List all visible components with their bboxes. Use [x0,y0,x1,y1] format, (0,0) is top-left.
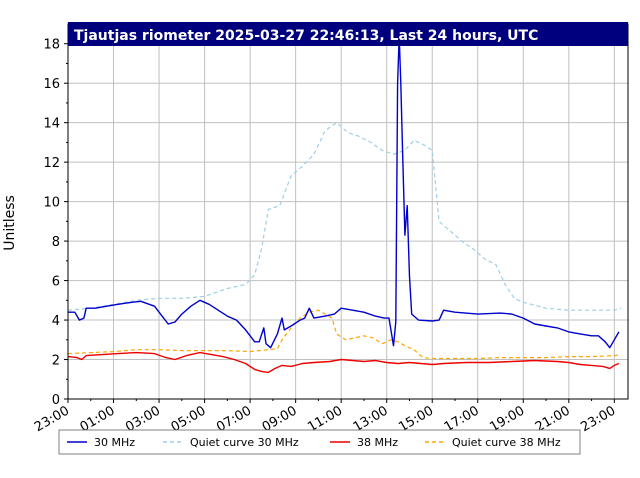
y-tick-label: 14 [43,117,60,132]
legend-label: Quiet curve 30 MHz [190,436,299,449]
legend-label: 38 MHz [357,436,398,449]
legend-label: 30 MHz [94,436,135,449]
x-tick-label: 23:00 [578,403,618,435]
chart-title: Tjautjas riometer 2025-03-27 22:46:13, L… [74,28,538,44]
y-tick-label: 2 [52,354,60,369]
y-tick-label: 12 [43,156,60,171]
legend-box [58,429,581,455]
series-line-38-mhz [68,351,620,374]
y-tick-label: 18 [43,38,60,53]
series-layer [68,35,622,374]
legend: 30 MHz Quiet curve 30 MHz 38 MHz Quiet curv… [58,429,581,455]
y-tick-label: 16 [43,77,60,92]
plot-area [67,23,629,400]
y-tick-label: 4 [52,314,60,329]
title-bar: Tjautjas riometer 2025-03-27 22:46:13, L… [68,22,628,46]
series-line-30-mhz [68,35,620,349]
plot-background [68,24,628,399]
y-axis-label: Unitless [2,195,18,251]
y-tick-label: 0 [52,393,60,408]
title-background [68,22,628,46]
y-axis: 0 2 4 6 8 10 12 14 16 18 [43,38,68,408]
y-tick-label: 6 [52,275,60,290]
legend-label: Quiet curve 38 MHz [452,436,561,449]
grid-lines [68,24,628,399]
y-tick-label: 8 [52,235,60,250]
series-line-quiet-curve-30-mhz [68,122,622,311]
y-tick-label: 10 [43,196,60,211]
series-line-quiet-curve-38-mhz [68,309,622,360]
